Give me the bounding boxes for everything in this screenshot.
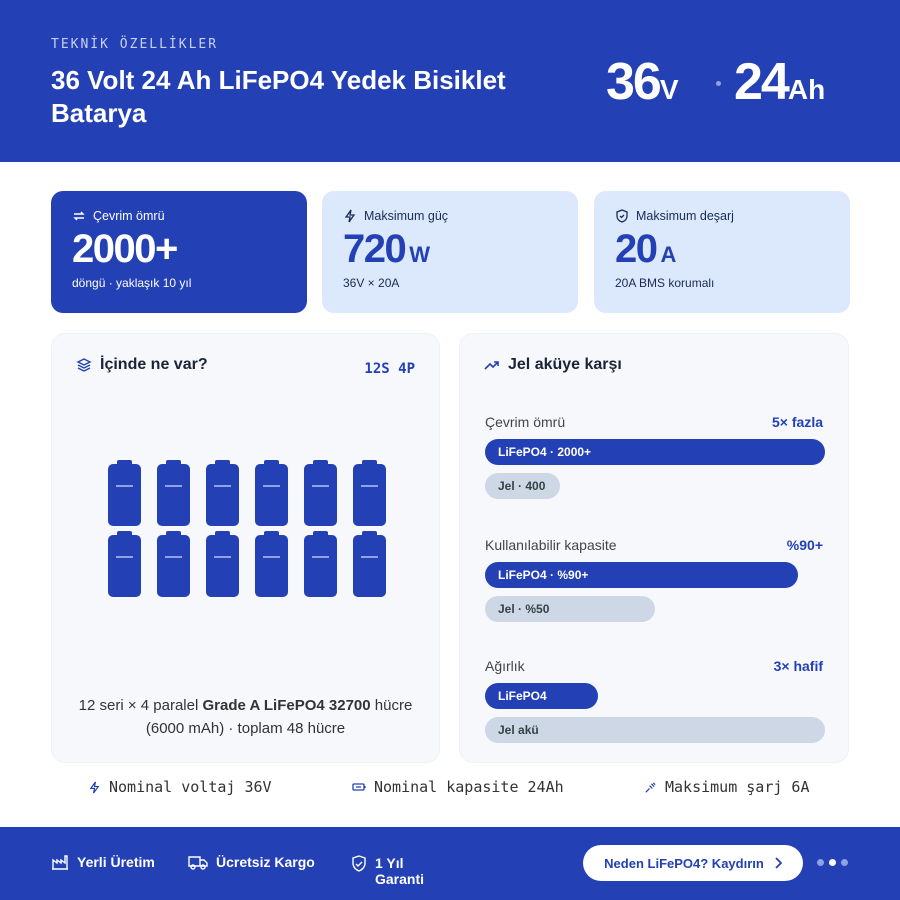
icon xyxy=(76,358,92,372)
button-text: Neden LiFePO4? Kaydırın xyxy=(604,855,764,871)
separator xyxy=(716,81,721,86)
icon xyxy=(344,209,356,223)
stat-value: 720 W xyxy=(343,227,557,272)
spec: Maksimum şarj 6A xyxy=(644,778,810,796)
voltage: 36V xyxy=(606,52,679,112)
bar: Jel · 400 xyxy=(485,473,560,499)
spec-text: Nominal voltaj 36V xyxy=(109,778,272,796)
footer: Yerli Üretim Ücretsiz Kargo 1 Yıl Garant… xyxy=(0,827,900,900)
battery-cell xyxy=(255,531,288,597)
battery-cell xyxy=(304,531,337,597)
caption: 12 seri × 4 paralel Grade A LiFePO4 3270… xyxy=(72,694,419,740)
icon xyxy=(775,857,782,869)
battery-cell xyxy=(206,460,239,526)
voltage-value: 36 xyxy=(606,53,662,111)
bar: Jel · %50 xyxy=(485,596,655,622)
cell-grid xyxy=(108,460,386,597)
row-label: Çevrim ömrü xyxy=(485,414,566,430)
battery-cell xyxy=(108,531,141,597)
stat-value: 2000+ xyxy=(72,227,178,271)
panel-title: İçinde ne var? xyxy=(76,356,208,374)
row-label: Ağırlık xyxy=(485,658,525,674)
panel-title-text: Jel aküye karşı xyxy=(508,356,622,373)
page-dot[interactable] xyxy=(841,859,848,866)
spec-text: Maksimum şarj 6A xyxy=(665,778,810,796)
panel-title: Jel aküye karşı xyxy=(484,356,622,374)
capacity-value: 24 xyxy=(734,53,790,111)
battery-cell xyxy=(108,460,141,526)
icon xyxy=(484,361,499,370)
icon xyxy=(352,783,366,791)
header: TEKNİK ÖZELLİKLER 36 Volt 24 Ah LiFePO4 … xyxy=(0,0,900,162)
row-highlight: 5× fazla xyxy=(772,414,823,430)
stat-card: Maksimum deşarj 20 A 20A BMS korumalı xyxy=(594,191,850,313)
stat-card: Maksimum güç 720 W 36V × 20A xyxy=(322,191,578,313)
battery-cell xyxy=(157,531,190,597)
icon xyxy=(616,209,628,223)
stat-label: Çevrim ömrü xyxy=(93,209,165,223)
caption-text: hücre (6000 mAh) · toplam 48 hücre xyxy=(145,697,413,737)
stat-label: Maksimum güç xyxy=(364,209,449,223)
contents-panel: İçinde ne var? 12S 4P 12 seri × 4 parale… xyxy=(51,333,440,763)
row-label: Kullanılabilir kapasite xyxy=(485,537,617,553)
comparison-panel: Jel aküye karşı Çevrim ömrü 5× fazla LiF… xyxy=(459,333,849,763)
feature-text: Ücretsiz Kargo xyxy=(216,854,315,870)
battery-cell xyxy=(255,460,288,526)
feature-text: Yerli Üretim xyxy=(77,854,155,870)
battery-cell xyxy=(353,460,386,526)
icon xyxy=(52,855,68,870)
row-highlight: 3× hafif xyxy=(773,658,823,674)
page-dot[interactable] xyxy=(817,859,824,866)
row-highlight: %90+ xyxy=(786,537,823,553)
eyebrow: TEKNİK ÖZELLİKLER xyxy=(51,37,219,52)
feature: Yerli Üretim xyxy=(51,854,155,870)
bar: LiFePO4 xyxy=(485,683,598,709)
caption-text: 12 seri × 4 paralel xyxy=(78,697,199,714)
stat-unit: W xyxy=(409,242,431,267)
icon xyxy=(352,855,366,872)
panel-title-text: İçinde ne var? xyxy=(100,356,208,373)
stat-number: 720 xyxy=(343,227,407,271)
feature-text: 1 Yıl Garanti xyxy=(375,855,425,887)
stat-unit: A xyxy=(660,242,677,267)
capacity: 24Ah xyxy=(734,52,825,112)
comparison-row: Kullanılabilir kapasite %90+ LiFePO4 · %… xyxy=(485,537,823,622)
battery-cell xyxy=(353,531,386,597)
badge: 12S 4P xyxy=(364,361,415,377)
capacity-unit: Ah xyxy=(787,74,826,105)
stat-note: döngü · yaklaşık 10 yıl xyxy=(72,276,192,290)
stat-card: Çevrim ömrü 2000+ döngü · yaklaşık 10 yı… xyxy=(51,191,307,313)
battery-cell xyxy=(157,460,190,526)
stat-note: 20A BMS korumalı xyxy=(615,276,715,290)
feature: Ücretsiz Kargo xyxy=(188,854,315,870)
spec: Nominal voltaj 36V xyxy=(88,778,272,796)
voltage-unit: V xyxy=(659,74,679,105)
icon xyxy=(73,211,85,221)
comparison-row: Çevrim ömrü 5× fazla LiFePO4 · 2000+ Jel… xyxy=(485,414,825,499)
bar: Jel akü xyxy=(485,717,825,743)
bar: LiFePO4 · 2000+ xyxy=(485,439,825,465)
page-dot[interactable] xyxy=(829,859,836,866)
spec-text: Nominal kapasite 24Ah xyxy=(374,778,564,796)
stat-note: 36V × 20A xyxy=(343,276,400,290)
bar: LiFePO4 · %90+ xyxy=(485,562,798,588)
comparison-row: Ağırlık 3× hafif LiFePO4 Jel akü xyxy=(485,658,825,743)
stat-number: 20 xyxy=(615,227,658,271)
feature: 1 Yıl Garanti xyxy=(351,855,435,887)
battery-cell xyxy=(304,460,337,526)
icon xyxy=(89,781,100,793)
stat-label: Maksimum deşarj xyxy=(636,209,734,223)
stat-value: 20 A xyxy=(615,227,829,272)
icon xyxy=(188,856,208,870)
battery-cell xyxy=(206,531,239,597)
caption-bold: Grade A LiFePO4 32700 xyxy=(202,697,371,714)
icon xyxy=(645,781,656,793)
spec: Nominal kapasite 24Ah xyxy=(352,778,564,796)
scroll-button[interactable]: Neden LiFePO4? Kaydırın xyxy=(583,845,803,881)
product-title: 36 Volt 24 Ah LiFePO4 Yedek Bisiklet Bat… xyxy=(51,65,506,128)
